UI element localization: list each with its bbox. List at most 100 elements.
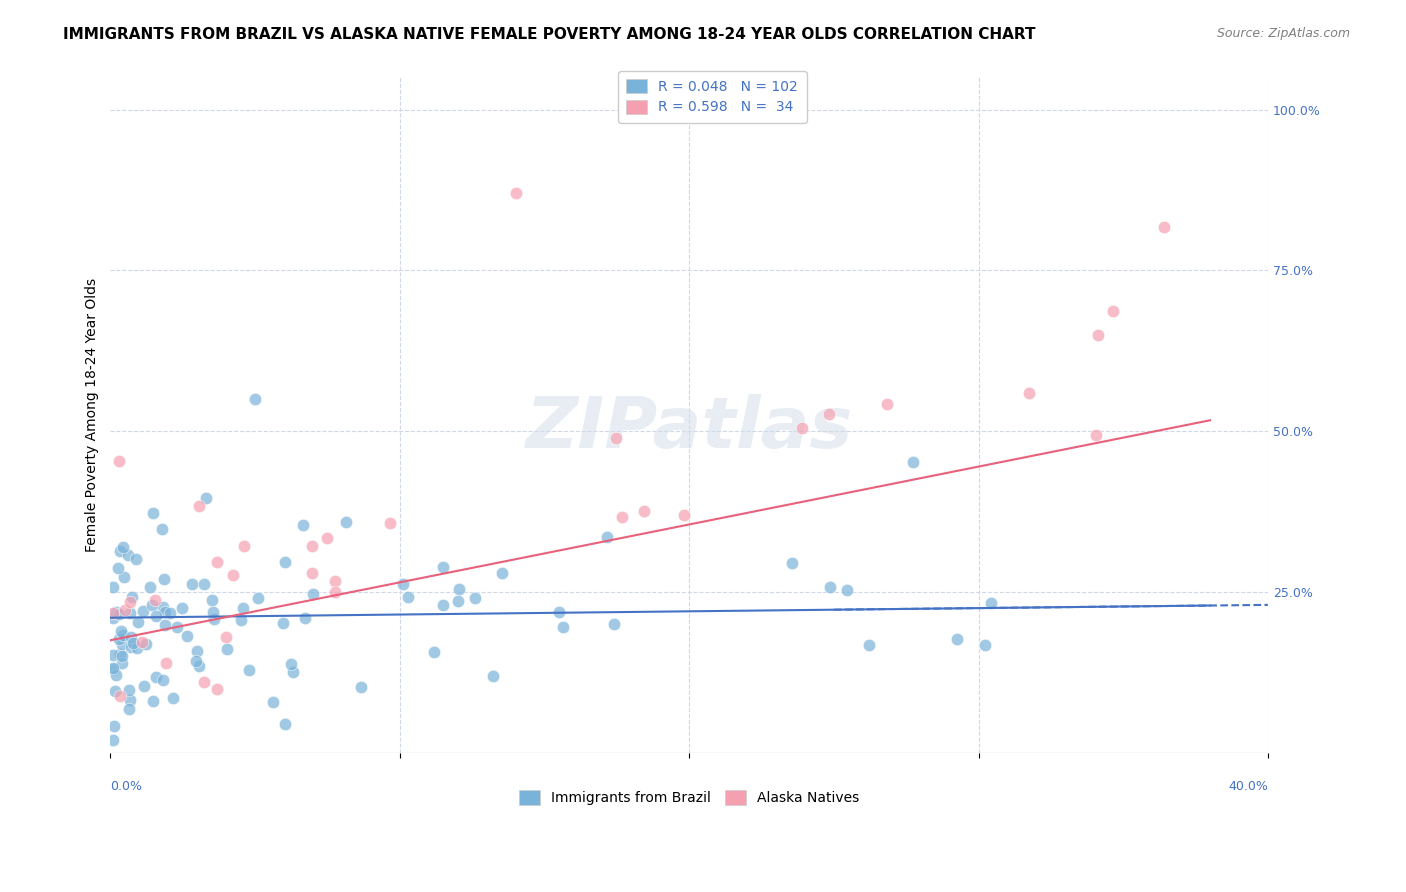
Point (162, 690, 184, 705)
Point (122, 636, 145, 650)
Point (107, 561, 129, 575)
Point (596, 530, 619, 544)
Point (432, 560, 454, 574)
Point (125, 552, 148, 566)
Point (973, 638, 995, 652)
Point (215, 642, 238, 657)
Point (605, 431, 627, 445)
Point (818, 407, 841, 421)
Point (145, 593, 167, 607)
Point (125, 641, 148, 656)
Point (233, 539, 256, 553)
Point (153, 618, 176, 632)
Point (103, 606, 125, 620)
Point (152, 600, 174, 615)
Point (121, 590, 143, 604)
Point (104, 684, 127, 698)
Point (423, 645, 446, 659)
Point (222, 568, 245, 582)
Point (491, 566, 513, 580)
Point (108, 632, 131, 647)
Point (281, 665, 304, 679)
Point (302, 587, 325, 601)
Point (273, 717, 295, 731)
Point (1101, 303, 1123, 318)
Point (108, 607, 131, 621)
Point (155, 656, 177, 670)
Point (432, 598, 454, 612)
Text: Source: ZipAtlas.com: Source: ZipAtlas.com (1216, 27, 1350, 40)
Point (145, 609, 167, 624)
Point (396, 590, 419, 604)
Point (876, 397, 898, 411)
Point (112, 628, 135, 642)
Point (114, 602, 136, 616)
Point (207, 555, 229, 569)
Point (110, 544, 132, 558)
Point (246, 591, 269, 606)
Point (112, 570, 135, 584)
Point (946, 632, 969, 646)
Text: IMMIGRANTS FROM BRAZIL VS ALASKA NATIVE FEMALE POVERTY AMONG 18-24 YEAR OLDS COR: IMMIGRANTS FROM BRAZIL VS ALASKA NATIVE … (63, 27, 1036, 42)
Point (1085, 428, 1108, 442)
Point (186, 654, 208, 668)
Point (292, 518, 315, 533)
Point (335, 515, 357, 529)
Point (108, 690, 131, 704)
Point (294, 611, 316, 625)
Point (792, 421, 814, 435)
Point (482, 669, 505, 683)
Point (103, 611, 125, 625)
Point (215, 631, 238, 645)
Point (820, 580, 842, 594)
Point (193, 675, 215, 690)
Point (612, 510, 634, 524)
Point (120, 640, 142, 654)
Point (131, 634, 153, 648)
Point (110, 647, 132, 661)
Point (195, 491, 218, 505)
Point (901, 455, 924, 469)
Point (103, 719, 125, 733)
Point (104, 667, 127, 681)
Point (1087, 328, 1109, 343)
Point (1018, 386, 1040, 401)
Point (980, 596, 1002, 610)
Text: 40.0%: 40.0% (1227, 780, 1268, 793)
Point (145, 670, 167, 684)
Point (391, 577, 413, 591)
Point (103, 662, 125, 676)
Point (271, 616, 294, 631)
Point (602, 616, 624, 631)
Point (505, 186, 527, 201)
Point (103, 660, 125, 674)
Point (274, 555, 297, 569)
Point (447, 594, 470, 608)
Text: ZIPatlas: ZIPatlas (526, 394, 853, 463)
Point (176, 629, 198, 643)
Point (350, 681, 373, 695)
Point (378, 516, 401, 531)
Point (127, 615, 149, 629)
Point (232, 600, 254, 615)
Point (301, 566, 323, 581)
Point (108, 454, 131, 468)
Point (202, 612, 225, 626)
Point (188, 500, 211, 514)
Point (142, 506, 165, 520)
Point (105, 605, 128, 619)
Text: 0.0%: 0.0% (111, 780, 142, 793)
Point (110, 624, 132, 638)
Point (323, 574, 346, 588)
Point (316, 532, 339, 546)
Point (111, 637, 134, 651)
Point (551, 619, 574, 633)
Point (262, 695, 284, 709)
Point (188, 658, 211, 673)
Point (186, 643, 208, 657)
Point (238, 663, 260, 677)
Y-axis label: Female Poverty Among 18-24 Year Olds: Female Poverty Among 18-24 Year Olds (86, 278, 100, 552)
Point (464, 591, 486, 605)
Point (181, 577, 204, 591)
Point (548, 606, 571, 620)
